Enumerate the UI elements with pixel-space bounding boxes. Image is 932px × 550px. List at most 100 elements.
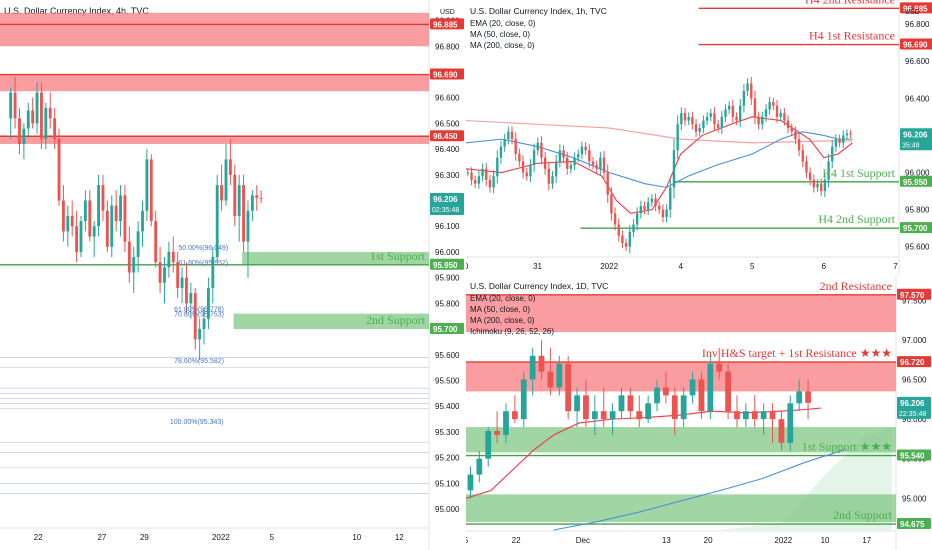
candle-body bbox=[760, 411, 767, 420]
zone-green-3 bbox=[242, 251, 429, 265]
candle-body bbox=[233, 174, 237, 216]
time-tick: 20 bbox=[704, 536, 713, 545]
candle-body bbox=[558, 150, 562, 162]
candle-body bbox=[79, 221, 83, 252]
candle-body bbox=[600, 411, 607, 420]
level-text: Inv H&S target + 1st Resistance ★★★ bbox=[702, 346, 892, 360]
price-label: 96.206 bbox=[433, 195, 458, 204]
time-tick: 6 bbox=[822, 262, 827, 271]
level-text: H4 1st Support bbox=[822, 166, 895, 180]
candle-body bbox=[158, 262, 162, 283]
price-tick: 95.900 bbox=[435, 274, 460, 283]
candle-body bbox=[683, 113, 687, 121]
price-tick: 96.000 bbox=[435, 248, 460, 257]
candle-body bbox=[57, 138, 61, 201]
candle-body bbox=[198, 329, 202, 340]
candle-body bbox=[554, 161, 558, 177]
time-tick: 5 bbox=[466, 536, 469, 545]
candle-body bbox=[496, 157, 499, 177]
candle-body bbox=[503, 139, 506, 147]
price-label-bg bbox=[430, 68, 464, 80]
candle-body bbox=[507, 131, 510, 140]
candle-body bbox=[624, 243, 628, 247]
price-label-bg bbox=[430, 192, 464, 215]
candle-body bbox=[831, 146, 834, 162]
zone-green-3 bbox=[466, 494, 896, 523]
zone-green-2 bbox=[466, 427, 896, 453]
candle-body bbox=[680, 113, 683, 125]
zone-red-0 bbox=[466, 294, 896, 333]
price-label-bg bbox=[430, 130, 464, 142]
candle-body bbox=[842, 135, 845, 143]
candle-body bbox=[735, 116, 738, 121]
candle-body bbox=[466, 172, 470, 174]
chart-panel-1d[interactable]: 2nd Resistance Inv H&S target + 1st Resis… bbox=[466, 275, 932, 550]
currency-label: USD bbox=[905, 9, 920, 16]
price-tick: 95.600 bbox=[435, 351, 460, 360]
candle-body bbox=[127, 241, 131, 273]
candle-body bbox=[202, 318, 206, 330]
candle-body bbox=[716, 363, 723, 372]
candle-body bbox=[709, 113, 712, 117]
ma50-line bbox=[553, 448, 847, 531]
candle-body bbox=[823, 179, 827, 192]
price-tick: 95.300 bbox=[435, 428, 460, 437]
candle-body bbox=[540, 142, 543, 158]
candle-body bbox=[816, 183, 819, 188]
level-text: 2nd Support bbox=[366, 313, 426, 327]
candle-body bbox=[521, 161, 525, 173]
price-tick: 96.500 bbox=[435, 119, 460, 128]
candle-body bbox=[694, 124, 698, 132]
candle-body bbox=[591, 161, 595, 166]
price-label: 94.675 bbox=[900, 520, 925, 529]
candle-body bbox=[149, 159, 153, 222]
chart-panel-1h[interactable]: H4 2nd Resistance H4 1st Resistance H4 1st… bbox=[466, 0, 932, 275]
candle-body bbox=[583, 395, 589, 420]
candle-body bbox=[83, 200, 87, 222]
candle-body bbox=[525, 172, 528, 177]
candle-body bbox=[255, 195, 259, 198]
candle-body bbox=[805, 391, 811, 403]
candle-body bbox=[189, 293, 193, 304]
candle-body bbox=[22, 128, 26, 144]
price-label-bg bbox=[430, 258, 464, 270]
price-tick: 96.600 bbox=[905, 57, 930, 66]
candle-body bbox=[734, 411, 740, 420]
candle-body bbox=[220, 185, 224, 201]
chart-panel-4h[interactable]: U.S. Dollar Currency Index, 4h, TVC 50.0… bbox=[0, 0, 466, 550]
candle-body bbox=[123, 195, 127, 242]
candle-body bbox=[566, 157, 569, 169]
candle-body bbox=[772, 102, 775, 106]
candle-body bbox=[503, 411, 509, 435]
candle-body bbox=[532, 150, 536, 166]
candle-body bbox=[650, 198, 654, 203]
candle-body bbox=[716, 124, 720, 128]
price-label-bg bbox=[430, 18, 464, 30]
candle-body bbox=[658, 205, 661, 210]
candle-body bbox=[510, 131, 514, 140]
time-tick: 10 bbox=[821, 536, 830, 545]
candle-body bbox=[834, 139, 838, 147]
price-tick: 95.000 bbox=[902, 494, 927, 503]
zone-red-1 bbox=[0, 74, 429, 92]
price-tick: 97.500 bbox=[902, 296, 927, 305]
price-tick: 96.000 bbox=[902, 415, 927, 424]
price-label: 96.690 bbox=[903, 41, 928, 50]
candle-body bbox=[783, 113, 786, 121]
price-label-bg bbox=[430, 323, 464, 335]
candle-body bbox=[751, 411, 758, 420]
candle-body bbox=[494, 431, 500, 435]
candle-body bbox=[691, 116, 694, 125]
candle-body bbox=[618, 395, 625, 412]
price-tick: 95.400 bbox=[435, 402, 460, 411]
time-tick: 29 bbox=[140, 533, 149, 542]
fib-label: 100.00%(95.343) bbox=[170, 419, 224, 426]
price-label: 96.450 bbox=[433, 132, 458, 141]
time-tick: 5 bbox=[270, 533, 275, 542]
candle-body bbox=[474, 179, 477, 184]
candle-body bbox=[485, 431, 492, 459]
candle-body bbox=[849, 133, 852, 135]
level-text: 2nd Resistance bbox=[820, 279, 892, 293]
price-label: 97.570 bbox=[900, 291, 925, 300]
time-tick: 31 bbox=[533, 262, 542, 271]
